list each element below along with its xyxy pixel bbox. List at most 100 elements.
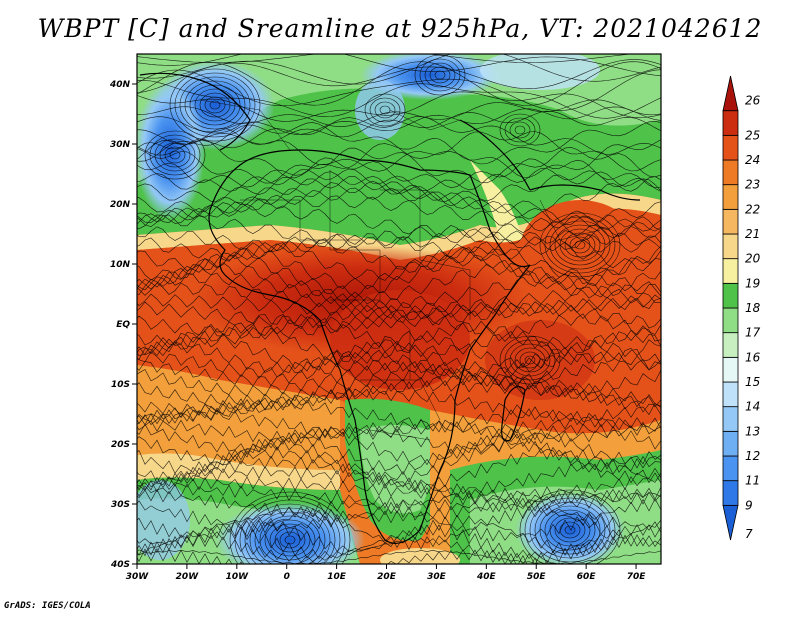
vortex-ring [509,121,531,139]
colorbar-label: 7 [745,527,753,541]
vortex-ring [204,96,226,114]
streamline [137,487,661,524]
colorbar-swatch [722,480,739,506]
vortex-ring [544,216,616,274]
vortex-ring [569,236,591,254]
colorbar-swatch [722,455,739,482]
colorbar-label: 22 [745,202,760,216]
vortex-ring [144,130,206,180]
streamline [137,171,661,203]
colorbar-label: 26 [745,94,761,108]
colorbar-swatch [722,332,739,358]
vortex-ring [259,515,321,564]
vortex-ring [499,113,541,147]
streamline [137,446,661,491]
x-tick-label: 10E [327,572,347,582]
vortex-ring [149,134,201,176]
streamline [137,110,661,145]
vortex-ring [234,495,346,564]
y-tick-label: 20N [110,200,131,210]
streamline [137,339,661,375]
vortex-ring [169,68,261,142]
vortex-ring [284,535,296,545]
y-tick-label: 30S [111,500,130,510]
colorbar-label: 15 [745,375,760,389]
colorbar-label: 13 [745,424,760,438]
vortex-ring [539,505,601,555]
country-borders [199,99,601,441]
streamline [137,54,634,63]
vortex-ring [364,93,406,127]
streamline [137,146,661,184]
vortex-ring [519,489,621,564]
y-tick-label: 30N [110,140,131,150]
vortex-ring [414,54,466,96]
vortex-ring [189,84,241,126]
streamline [137,313,661,357]
colorbar-label: 23 [745,178,760,192]
x-tick-label: 50E [527,572,547,582]
vortex-ring [529,497,611,563]
x-tick-label: 10W [226,572,250,582]
streamline [137,418,661,444]
streamline [137,195,661,239]
vortex-ring [539,212,621,278]
streamline [137,427,661,466]
vortex-ring [174,72,256,138]
streamline [137,293,661,319]
colorbar-swatch [722,356,739,383]
vortex-ring [499,335,561,385]
streamline [137,79,661,119]
x-axis-ticks: 30W 20W 10W 0 10E 20E 30E 40E 50E 60E 70E [126,564,646,582]
vortex-ring [164,146,186,164]
streamline [137,455,661,497]
vortex-ring [429,66,451,84]
streamline [137,272,661,310]
vortex-ring [509,343,551,377]
streamline [137,176,661,214]
vortex-ring [374,101,396,119]
vortex-ring [254,511,326,564]
colorbar-swatch [722,208,739,235]
streamline [137,476,661,505]
streamline [137,59,661,94]
colorbar-swatch [722,504,739,541]
colorbar-swatch [722,159,739,186]
streamline [137,127,661,172]
vortex-ring [544,509,596,551]
colorbar-label: 9 [745,498,753,512]
vortex-ring [264,519,316,561]
streamline [137,368,661,408]
vortex-ring [574,240,586,250]
x-tick-label: 0 [284,572,290,582]
streamline [137,232,661,261]
vortex-ring [554,517,586,543]
vortex-ring [244,503,336,564]
vortex-ring [274,527,306,553]
streamline [137,306,661,350]
colorbar-swatch [722,258,739,284]
vortex-ring [424,62,456,88]
colorbar-swatch [722,233,739,260]
coastlines [139,72,641,544]
streamline [137,422,661,456]
vortex-ring [179,76,251,134]
colorbar-label: 20 [745,252,761,266]
vortex-ring [229,491,351,564]
streamline [137,505,661,551]
streamline [137,106,661,135]
streamline [137,214,661,249]
vortex-ring [434,70,446,80]
streamline [137,361,661,397]
vortex-ring [559,228,601,262]
streamline [137,466,661,501]
streamline [137,351,661,379]
colorbar-label: 19 [745,276,760,290]
colorbar-label: 17 [745,326,761,340]
streamline [137,247,661,291]
streamline [137,69,661,111]
vortex-ring [524,493,616,564]
x-tick-label: 40E [476,572,497,582]
colorbar-label: 18 [745,301,761,315]
